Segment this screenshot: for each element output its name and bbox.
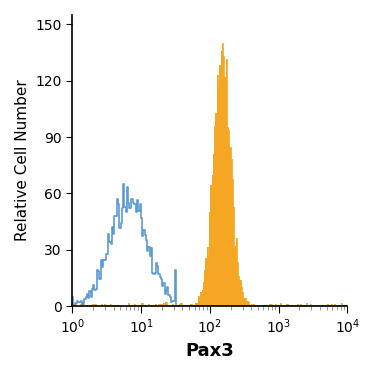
X-axis label: Pax3: Pax3 — [186, 342, 234, 360]
Y-axis label: Relative Cell Number: Relative Cell Number — [15, 80, 30, 242]
